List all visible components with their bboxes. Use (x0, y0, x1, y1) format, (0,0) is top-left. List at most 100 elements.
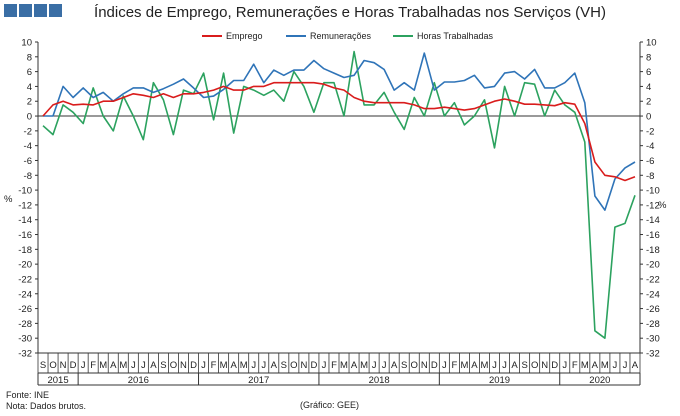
x-tick-label: N (60, 360, 67, 371)
y-tick-label-right: -16 (646, 230, 660, 241)
logo-square (19, 4, 32, 17)
x-tick-label: J (251, 360, 256, 371)
x-tick-label: S (40, 360, 46, 371)
y-tick-label-right: -24 (646, 289, 660, 300)
y-tick-label-right: -20 (646, 260, 660, 271)
chart-title: Índices de Emprego, Remunerações e Horas… (94, 4, 606, 21)
x-tick-label: O (531, 360, 538, 371)
x-tick-label: S (521, 360, 527, 371)
y-tick-label-left: 4 (27, 82, 32, 93)
y-tick-label-right: -12 (646, 200, 660, 211)
x-tick-label: J (562, 360, 567, 371)
y-tick-label-left: -6 (24, 156, 32, 167)
x-tick-label: A (110, 360, 117, 371)
x-tick-label: M (119, 360, 127, 371)
y-tick-label-right: 4 (646, 82, 651, 93)
x-tick-label: O (411, 360, 418, 371)
y-tick-label-left: -30 (18, 334, 32, 345)
x-tick-label: J (382, 360, 387, 371)
logo (4, 4, 62, 17)
y-tick-label-left: -22 (18, 274, 32, 285)
x-tick-label: F (572, 360, 578, 371)
x-tick-label: F (211, 360, 217, 371)
series-line-horas-trabalhadas (42, 50, 636, 340)
legend-label: Remunerações (310, 31, 372, 41)
y-tick-label-right: 10 (646, 38, 657, 49)
y-tick-label-left: 8 (27, 52, 32, 63)
y-tick-label-left: -20 (18, 260, 32, 271)
y-tick-label-left: 0 (27, 112, 32, 123)
x-tick-label: S (281, 360, 287, 371)
y-tick-label-left: -10 (18, 186, 32, 197)
y-tick-label-left: -14 (18, 215, 32, 226)
x-tick-label: S (401, 360, 407, 371)
y-tick-label-right: -10 (646, 186, 660, 197)
y-tick-label-right: -32 (646, 349, 660, 360)
y-tick-label-right: -30 (646, 334, 660, 345)
year-label: 2015 (47, 375, 68, 386)
y-tick-label-left: -18 (18, 245, 32, 256)
x-tick-label: D (70, 360, 77, 371)
year-label: 2020 (589, 375, 610, 386)
y-unit-right: % (658, 200, 667, 211)
x-tick-label: J (81, 360, 86, 371)
x-tick-label: J (372, 360, 377, 371)
y-tick-label-right: 6 (646, 67, 651, 78)
legend-label: Emprego (226, 31, 263, 41)
x-tick-label: N (300, 360, 307, 371)
x-tick-label: O (49, 360, 56, 371)
x-tick-label: A (592, 360, 599, 371)
x-tick-label: N (180, 360, 187, 371)
x-tick-label: D (551, 360, 558, 371)
year-label: 2018 (369, 375, 390, 386)
x-tick-label: O (290, 360, 297, 371)
x-tick-label: F (331, 360, 337, 371)
x-tick-label: J (322, 360, 327, 371)
y-tick-label-left: -32 (18, 349, 32, 360)
x-tick-label: N (421, 360, 428, 371)
y-tick-label-right: -28 (646, 319, 660, 330)
legend-label: Horas Trabalhadas (417, 31, 494, 41)
x-tick-label: A (150, 360, 157, 371)
x-tick-label: A (271, 360, 278, 371)
x-tick-label: M (581, 360, 589, 371)
y-tick-label-left: -24 (18, 289, 32, 300)
x-tick-label: M (99, 360, 107, 371)
y-tick-label-left: 10 (21, 38, 32, 49)
axes: 10 10 8 8 6 6 4 4 2 2 0 0 -2 -2 -4 -4 -6 -6 -8 -8 -10 -10 -12 -… (4, 38, 667, 360)
y-tick-label-right: -2 (646, 126, 654, 137)
x-tick-label: D (190, 360, 197, 371)
y-tick-label-left: 6 (27, 67, 32, 78)
x-tick-label: M (340, 360, 348, 371)
y-tick-label-right: -22 (646, 274, 660, 285)
x-tick-label: M (601, 360, 609, 371)
year-label: 2017 (248, 375, 269, 386)
y-tick-label-left: 2 (27, 97, 32, 108)
y-tick-label-left: -28 (18, 319, 32, 330)
x-tick-label: D (310, 360, 317, 371)
x-tick-label: J (131, 360, 136, 371)
x-tick-label: D (431, 360, 438, 371)
footer-note: Nota: Dados brutos. (6, 401, 87, 411)
x-tick-label: J (492, 360, 497, 371)
x-tick-label: J (613, 360, 618, 371)
year-label: 2019 (489, 375, 510, 386)
x-tick-label: N (541, 360, 548, 371)
y-tick-label-right: -6 (646, 156, 654, 167)
series-line-remunerações (43, 52, 636, 211)
y-tick-label-right: -26 (646, 304, 660, 315)
logo-square (49, 4, 62, 17)
y-tick-label-right: 8 (646, 52, 651, 63)
x-tick-label: A (391, 360, 398, 371)
y-unit-left: % (4, 194, 13, 205)
x-tick-label: M (220, 360, 228, 371)
y-tick-label-left: -12 (18, 200, 32, 211)
x-tick-label: J (261, 360, 266, 371)
x-tick-label: M (481, 360, 489, 371)
x-tick-label: M (240, 360, 248, 371)
y-tick-label-left: -8 (24, 171, 32, 182)
x-tick-label: S (160, 360, 166, 371)
y-tick-label-right: -14 (646, 215, 660, 226)
